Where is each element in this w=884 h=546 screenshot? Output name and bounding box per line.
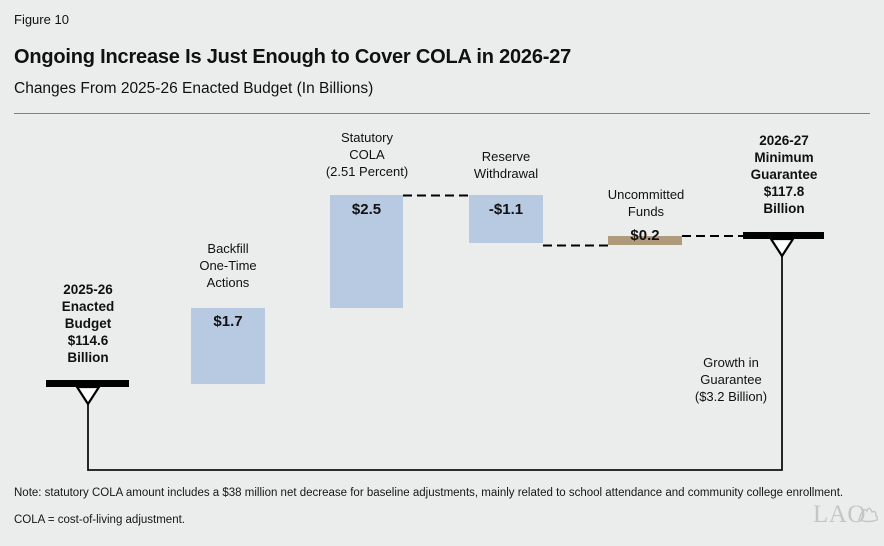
lao-logo-text: LAO xyxy=(813,501,866,528)
category-label-reserve: Reserve Withdrawal xyxy=(473,149,539,181)
enacted-budget-axis-marker xyxy=(46,380,129,387)
category-label-cola: Statutory COLA (2.51 Percent) xyxy=(325,130,409,179)
category-label-backfill: Backfill One-Time Actions xyxy=(199,241,257,290)
figure-number: Figure 10 xyxy=(14,12,69,27)
chart-title: Ongoing Increase Is Just Enough to Cover… xyxy=(14,46,572,68)
annotation-growth-in-guarantee: Growth in Guarantee ($3.2 Billion) xyxy=(694,355,768,404)
lao-logo: LAO xyxy=(813,501,879,529)
label-minimum-guarantee: 2026-27 Minimum Guarantee $117.8 Billion xyxy=(750,133,818,216)
value-label-reserve: -$1.1 xyxy=(488,201,524,218)
value-label-cola: $2.5 xyxy=(351,201,382,218)
lao-logo-emblem-icon xyxy=(858,507,878,523)
bar-backfill-one-time-actions xyxy=(191,308,265,384)
minimum-guarantee-pointer-icon xyxy=(768,237,796,259)
enacted-budget-pointer-icon xyxy=(74,385,102,407)
value-label-backfill: $1.7 xyxy=(213,313,243,330)
header-divider xyxy=(14,113,870,114)
label-enacted-budget: 2025-26 Enacted Budget $114.6 Billion xyxy=(61,282,115,365)
bar-reserve-withdrawal xyxy=(469,195,543,243)
footnote-statutory-cola: Note: statutory COLA amount includes a $… xyxy=(14,487,844,499)
minimum-guarantee-axis-marker xyxy=(743,232,824,239)
footnote-cola-definition: COLA = cost-of-living adjustment. xyxy=(14,514,185,526)
bar-uncommitted-funds xyxy=(608,236,682,245)
value-label-uncommitted: $0.2 xyxy=(630,227,660,244)
category-label-uncommitted: Uncommitted Funds xyxy=(607,187,685,219)
bar-statutory-cola xyxy=(330,195,403,308)
chart-subtitle: Changes From 2025-26 Enacted Budget (In … xyxy=(14,80,374,97)
